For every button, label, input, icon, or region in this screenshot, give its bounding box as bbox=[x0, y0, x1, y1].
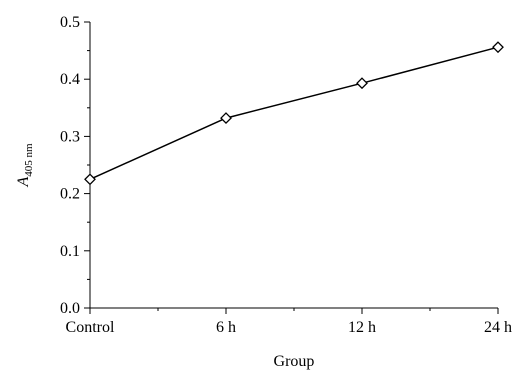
y-axis-label-main: A bbox=[15, 177, 32, 188]
series-line bbox=[89, 46, 499, 180]
y-tick-label: 0.1 bbox=[60, 243, 80, 260]
x-tick-label: 24 h bbox=[484, 319, 512, 336]
y-tick-label: 0.2 bbox=[60, 186, 80, 203]
axes bbox=[89, 22, 498, 309]
y-axis-label: A405 nm bbox=[15, 143, 35, 188]
x-tick-label: 6 h bbox=[216, 319, 236, 336]
data-point-marker bbox=[356, 77, 368, 90]
data-point-marker bbox=[220, 112, 232, 125]
x-axis-label: Group bbox=[274, 353, 315, 370]
y-tick-label: 0.0 bbox=[60, 300, 80, 317]
x-tick-label: 12 h bbox=[348, 319, 376, 336]
data-point-marker bbox=[84, 173, 96, 186]
y-tick-label: 0.5 bbox=[60, 14, 80, 31]
y-axis-label-sub: 405 nm bbox=[23, 143, 35, 177]
data-series bbox=[84, 41, 504, 186]
x-tick-label: Control bbox=[66, 319, 115, 336]
x-axis-ticks: Control 6 h 12 h 24 h bbox=[66, 308, 512, 336]
y-axis-ticks: 0.0 0.1 0.2 0.3 0.4 0.5 bbox=[60, 14, 90, 317]
y-tick-label: 0.4 bbox=[60, 71, 80, 88]
data-point-marker bbox=[492, 41, 504, 54]
y-tick-label: 0.3 bbox=[60, 128, 80, 145]
